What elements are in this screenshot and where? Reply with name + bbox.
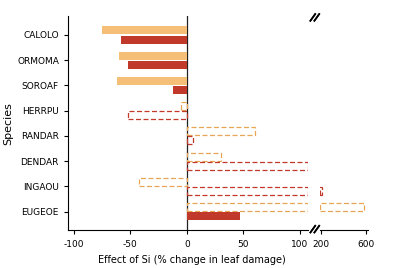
Bar	[187, 152, 221, 161]
Bar	[181, 102, 187, 110]
Bar	[121, 35, 187, 44]
Bar	[187, 203, 308, 211]
Bar	[187, 136, 192, 144]
Bar	[187, 187, 308, 195]
Bar	[187, 162, 308, 170]
Bar	[187, 127, 255, 135]
Bar	[128, 111, 187, 119]
Bar	[320, 187, 322, 195]
Bar	[117, 77, 187, 85]
Bar	[119, 52, 187, 60]
Bar	[187, 212, 240, 220]
Bar	[102, 27, 187, 35]
Bar	[173, 86, 187, 94]
Y-axis label: Species: Species	[3, 102, 13, 145]
Bar	[320, 203, 364, 211]
Bar	[139, 178, 187, 186]
Bar	[128, 61, 187, 69]
Text: Effect of Si (% change in leaf damage): Effect of Si (% change in leaf damage)	[98, 255, 286, 265]
